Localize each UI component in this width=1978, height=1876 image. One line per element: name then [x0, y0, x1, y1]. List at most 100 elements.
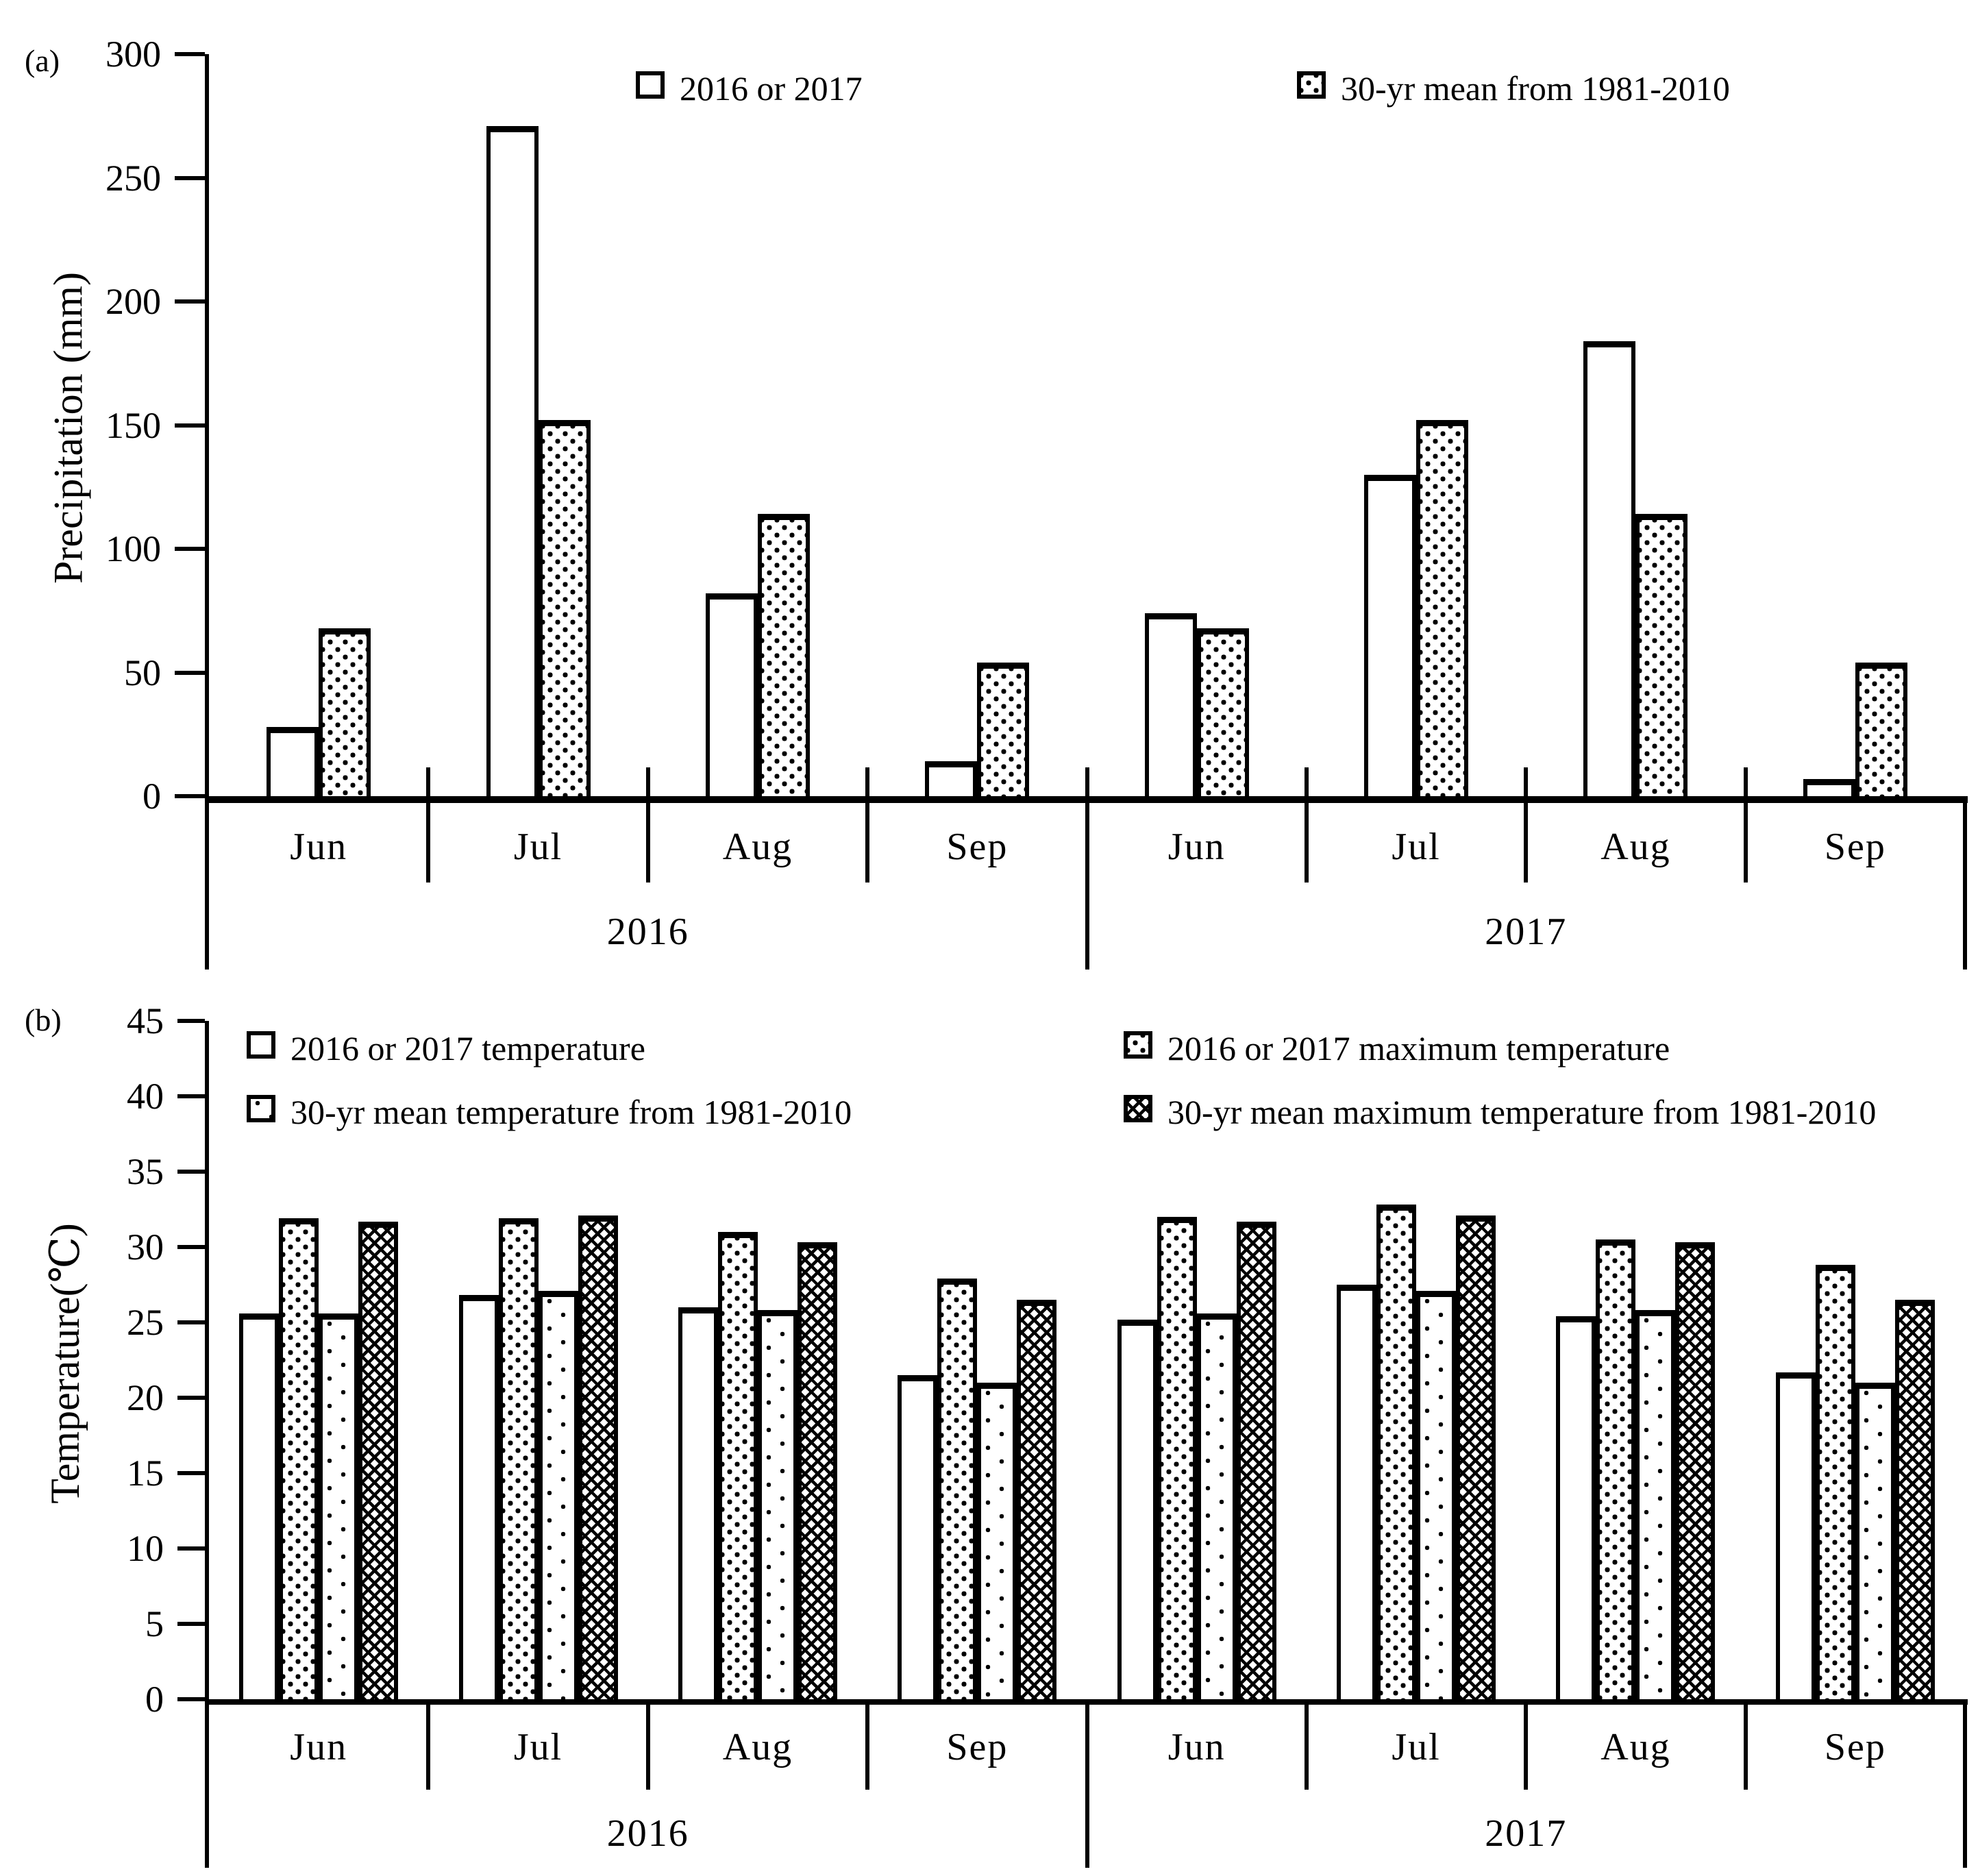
bar-s1-2017-Jul — [1416, 420, 1469, 796]
month-label: Sep — [946, 1726, 1009, 1768]
month-label: Jun — [290, 826, 348, 868]
y-tick — [177, 1245, 205, 1249]
month-separator — [1743, 1699, 1748, 1790]
month-separator — [1524, 1699, 1529, 1790]
month-separator — [1743, 767, 1748, 883]
bar-s1-2016-Jul — [498, 1218, 539, 1699]
bar-s0-2017-Sep — [1803, 778, 1855, 796]
y-tick-label: 5 — [145, 1603, 164, 1644]
year-separator — [205, 1699, 209, 1868]
bar-s1-2016-Jun — [319, 628, 371, 796]
month-label: Aug — [722, 826, 793, 868]
legend-marker-crosshatch — [1124, 1095, 1152, 1122]
bar-s3-2017-Aug — [1675, 1242, 1716, 1699]
y-tick-label: 10 — [127, 1528, 164, 1569]
bar-s1-2016-Jun — [279, 1218, 319, 1699]
bar-s0-2016-Sep — [925, 761, 978, 796]
bar-s0-2016-Jun — [267, 726, 319, 796]
bar-s1-2017-Aug — [1596, 1239, 1636, 1699]
month-separator — [645, 1699, 650, 1790]
y-tick-label: 200 — [106, 281, 161, 322]
month-label: Jul — [513, 826, 563, 868]
month-label: Jun — [1167, 826, 1226, 868]
bar-s0-2017-Aug — [1583, 341, 1636, 796]
bar-s1-2016-Sep — [977, 663, 1030, 796]
bar-s2-2017-Sep — [1855, 1383, 1895, 1699]
month-separator — [426, 767, 431, 883]
bar-s2-2016-Jul — [538, 1290, 578, 1699]
year-separator — [1963, 1699, 1967, 1868]
year-label: 2016 — [606, 911, 689, 953]
panel-b-temperature-chart: 45 40 35 30 25 20 15 10 5 0 Jun Jul Aug Sep Jun Jul Aug S… — [0, 980, 1978, 1876]
legend-marker-dots-sparse — [247, 1095, 275, 1122]
y-tick — [175, 670, 205, 675]
bar-s3-2016-Jun — [358, 1221, 399, 1699]
y-tick — [175, 52, 205, 56]
y-axis-line — [205, 54, 209, 803]
y-axis-line — [205, 1021, 209, 1705]
bar-s0-2016-Aug — [705, 593, 758, 796]
y-tick — [177, 1320, 205, 1324]
bar-s2-2016-Jun — [319, 1313, 359, 1699]
bar-s1-2017-Jun — [1196, 628, 1249, 796]
y-tick-label: 15 — [127, 1453, 164, 1494]
bar-s1-2016-Jul — [538, 420, 591, 796]
legend-label: 30-yr mean maximum temperature from 1981… — [1167, 1093, 1877, 1131]
panel-a-precipitation-chart: 300 250 200 150 100 50 0 Jun Jul Aug Sep Jun Jul Aug S… — [106, 34, 1968, 970]
y-tick — [175, 423, 205, 428]
y-tick-label: 100 — [106, 528, 161, 569]
month-label: Jun — [290, 1726, 348, 1768]
bar-s0-2017-Jun — [1117, 1319, 1157, 1699]
legend-label: 2016 or 2017 temperature — [290, 1029, 645, 1067]
month-label: Aug — [1600, 826, 1671, 868]
month-separator — [1304, 1699, 1309, 1790]
bar-s2-2017-Jul — [1416, 1290, 1457, 1699]
bar-s3-2017-Jun — [1236, 1221, 1276, 1699]
year-separator — [1085, 1699, 1089, 1868]
bar-s1-2017-Jun — [1157, 1217, 1197, 1699]
bar-s0-2017-Jul — [1337, 1285, 1377, 1699]
legend-label: 2016 or 2017 — [680, 69, 863, 108]
y-tick-label: 25 — [127, 1302, 164, 1343]
bar-s3-2017-Jul — [1456, 1215, 1496, 1699]
legend-marker-plain — [636, 71, 665, 99]
y-tick-label: 0 — [145, 1679, 164, 1720]
bar-s2-2017-Aug — [1635, 1310, 1676, 1699]
bar-s0-2016-Aug — [678, 1307, 718, 1699]
y-tick-label: 300 — [106, 34, 161, 75]
bar-s3-2016-Jul — [578, 1215, 618, 1699]
month-separator — [1524, 767, 1529, 883]
month-label: Sep — [946, 826, 1009, 868]
bar-s1-2017-Aug — [1635, 514, 1688, 796]
y-tick — [177, 1546, 205, 1551]
month-label: Aug — [722, 1726, 793, 1768]
year-label: 2017 — [1485, 1812, 1568, 1855]
bar-s0-2016-Jul — [458, 1295, 499, 1699]
y-tick-label: 0 — [143, 776, 161, 817]
legend-label: 30-yr mean temperature from 1981-2010 — [290, 1093, 852, 1131]
bar-s1-2016-Sep — [937, 1279, 978, 1699]
y-tick-label: 250 — [106, 157, 161, 199]
y-tick-label: 150 — [106, 404, 161, 446]
year-separator — [1963, 796, 1967, 970]
year-label: 2017 — [1485, 911, 1568, 953]
month-separator — [865, 767, 870, 883]
legend-marker-plain — [247, 1031, 275, 1059]
y-tick — [177, 1094, 205, 1098]
bar-s0-2017-Aug — [1556, 1316, 1596, 1699]
panel-a-tag: (a) — [25, 43, 60, 78]
month-label: Sep — [1824, 826, 1886, 868]
bar-s0-2016-Sep — [898, 1375, 938, 1699]
y-tick-label: 50 — [124, 652, 161, 693]
legend-marker-dots-dense — [1124, 1031, 1152, 1059]
month-label: Aug — [1600, 1726, 1671, 1768]
bar-s1-2017-Sep — [1815, 1265, 1855, 1699]
y-tick — [177, 1170, 205, 1174]
y-tick-label: 40 — [127, 1076, 164, 1117]
bar-s3-2016-Sep — [1017, 1300, 1057, 1699]
legend-label: 30-yr mean from 1981-2010 — [1341, 69, 1730, 108]
year-label: 2016 — [606, 1812, 689, 1855]
y-tick — [175, 794, 205, 798]
month-separator — [426, 1699, 431, 1790]
